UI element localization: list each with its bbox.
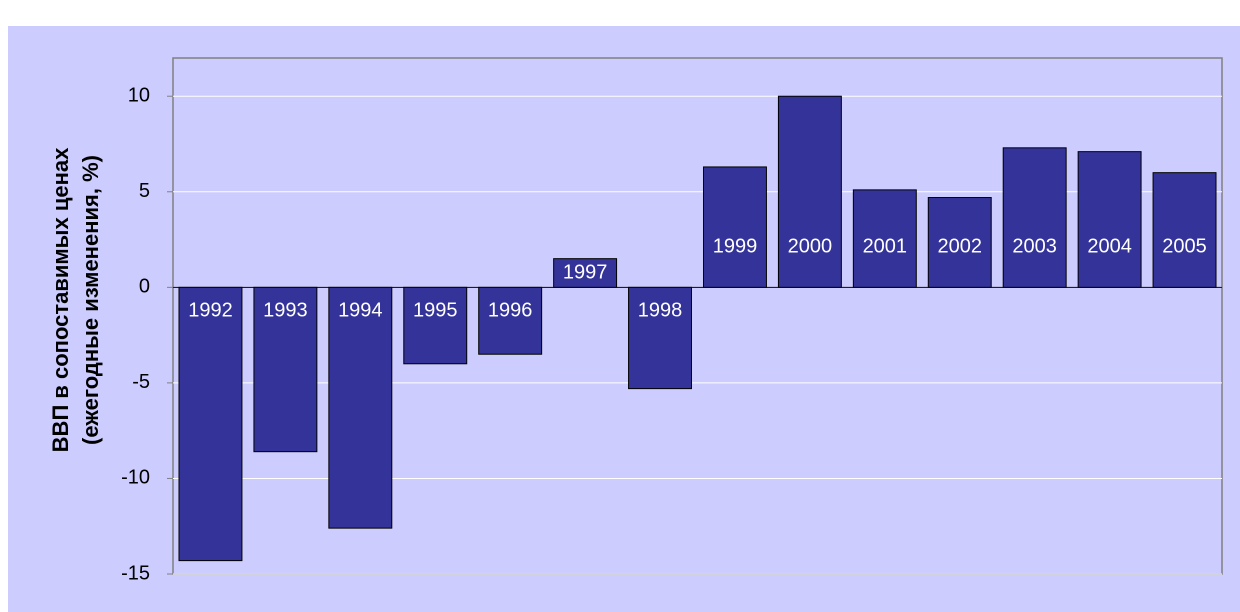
bar: [253, 286, 318, 453]
category-label: 1996: [488, 300, 533, 322]
bar: [1002, 147, 1067, 288]
y-tick-label: -5: [132, 371, 150, 393]
category-label: 1993: [263, 300, 308, 322]
bar: [927, 197, 992, 288]
category-label: 1994: [338, 300, 383, 322]
category-label: 1998: [638, 300, 683, 322]
y-tick-label: 10: [128, 85, 150, 107]
y-tick-label: -10: [121, 467, 150, 489]
category-label: 2004: [1087, 236, 1132, 258]
category-label: 1997: [563, 261, 608, 283]
bar: [1152, 172, 1217, 288]
bar: [478, 286, 543, 355]
category-label: 2005: [1162, 236, 1207, 258]
bar: [403, 286, 468, 365]
y-axis-label: ВВП в сопоставимых ценах: [48, 147, 73, 452]
category-label: 2003: [1012, 236, 1057, 258]
category-label: 1992: [188, 300, 233, 322]
bar: [852, 189, 917, 288]
category-label: 2001: [863, 236, 908, 258]
category-label: 2002: [938, 236, 983, 258]
y-tick-label: 0: [139, 276, 150, 298]
bar: [1077, 151, 1142, 288]
bar: [328, 286, 393, 529]
bar: [777, 95, 842, 288]
y-tick-label: 5: [139, 180, 150, 202]
bar: [178, 286, 243, 562]
category-label: 1999: [713, 236, 758, 258]
bar: [702, 166, 767, 288]
bar: [553, 258, 618, 288]
category-label: 2000: [788, 236, 833, 258]
y-axis-label: (ежегодные изменения, %): [78, 155, 103, 445]
category-label: 1995: [413, 300, 458, 322]
bar: [628, 286, 693, 390]
y-tick-label: -15: [121, 562, 150, 584]
